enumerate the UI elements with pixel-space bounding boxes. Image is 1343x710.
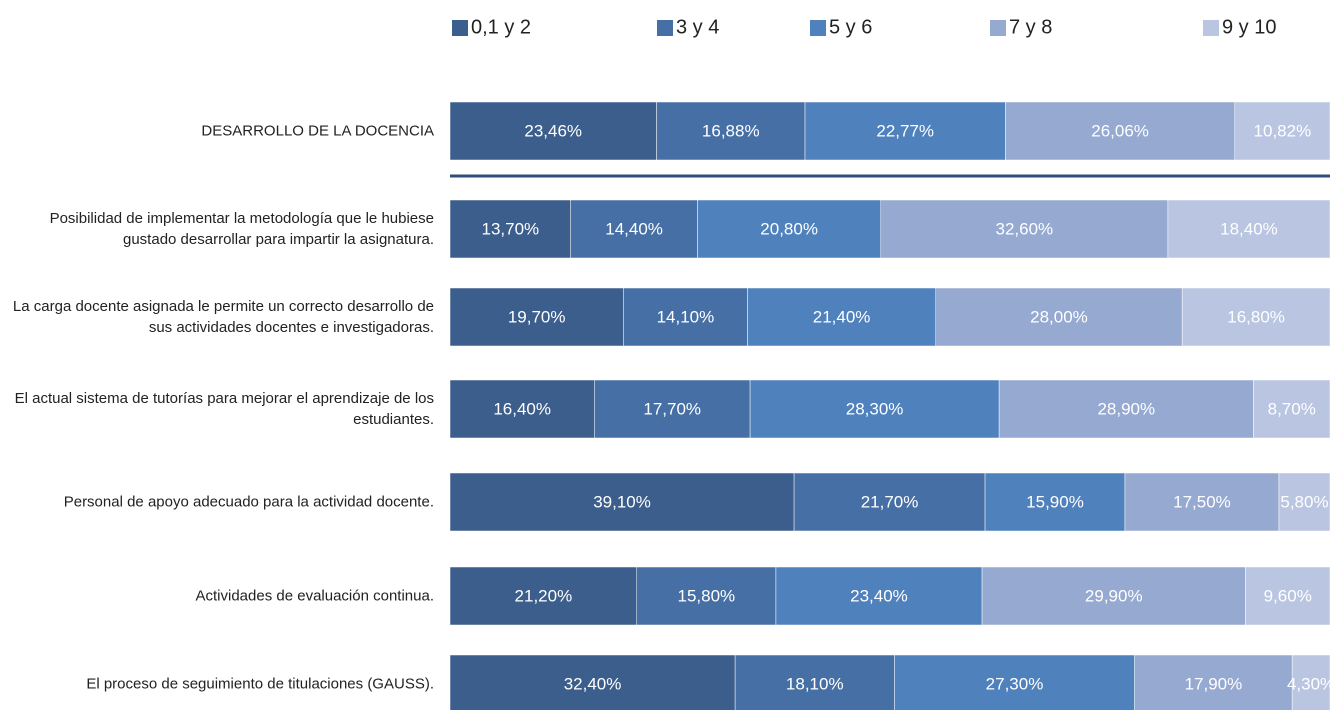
data-label: 8,70% (1268, 399, 1316, 418)
data-label: 28,30% (846, 399, 904, 418)
category-label: La carga docente asignada le permite un … (12, 298, 434, 336)
bar-segment (449, 566, 637, 626)
category-label: El proceso de seguimiento de titulacione… (86, 675, 434, 693)
data-label: 13,70% (482, 219, 540, 238)
bar-segment (449, 101, 657, 161)
data-label: 28,90% (1097, 399, 1155, 418)
data-label: 19,70% (508, 307, 566, 326)
legend-swatch (990, 20, 1006, 36)
data-label: 22,77% (876, 121, 934, 140)
data-label: 14,10% (657, 307, 715, 326)
legend-swatch (452, 20, 468, 36)
bar-segment (1167, 199, 1331, 259)
bar-segment (623, 287, 748, 347)
data-label: 18,10% (786, 674, 844, 693)
bar-segment (880, 199, 1169, 259)
data-label: 17,90% (1185, 674, 1243, 693)
legend-label: 9 y 10 (1222, 16, 1276, 38)
data-label: 14,40% (605, 219, 663, 238)
data-label: 16,80% (1227, 307, 1285, 326)
bar-segment (1005, 101, 1236, 161)
bar-segment (570, 199, 698, 259)
legend-label: 0,1 y 2 (471, 16, 531, 38)
bar-segment (1181, 287, 1331, 347)
data-label: 28,00% (1030, 307, 1088, 326)
data-label: 10,82% (1254, 121, 1312, 140)
data-label: 21,40% (813, 307, 871, 326)
bar-segment (981, 566, 1246, 626)
data-label: 16,88% (702, 121, 760, 140)
bar-segment (636, 566, 777, 626)
data-label: 23,46% (524, 121, 582, 140)
data-label: 32,40% (564, 674, 622, 693)
bar-segment (1124, 472, 1280, 532)
data-label: 20,80% (760, 219, 818, 238)
bar-segment (747, 287, 937, 347)
bar-segment (656, 101, 806, 161)
bar-segment (1245, 566, 1331, 626)
data-label: 9,60% (1264, 586, 1312, 605)
bar-segment (1278, 472, 1331, 532)
data-label: 17,70% (643, 399, 701, 418)
data-label: 4,30% (1287, 674, 1335, 693)
bar-segment (449, 379, 595, 439)
bar-segment (804, 101, 1006, 161)
bar-segment (1134, 654, 1293, 710)
category-label: El actual sistema de tutorías para mejor… (14, 390, 434, 428)
legend-label: 7 y 8 (1009, 16, 1052, 38)
bar-segment (449, 199, 571, 259)
category-label: DESARROLLO DE LA DOCENCIA (201, 122, 434, 140)
data-label: 21,70% (861, 492, 919, 511)
legend-label: 3 y 4 (676, 16, 719, 38)
bar-segment (775, 566, 983, 626)
bar-segment (449, 472, 795, 532)
bar-segment (734, 654, 895, 710)
bar-segment (697, 199, 882, 259)
bar-segment (594, 379, 751, 439)
data-label: 18,40% (1220, 219, 1278, 238)
data-label: 17,50% (1173, 492, 1231, 511)
data-label: 39,10% (593, 492, 651, 511)
data-label: 15,90% (1026, 492, 1084, 511)
bar-segment (984, 472, 1126, 532)
category-label: Actividades de evaluación continua. (195, 587, 435, 605)
bar-segment (1234, 101, 1331, 161)
bar-segment (935, 287, 1183, 347)
bar-segment (449, 287, 624, 347)
data-label: 27,30% (986, 674, 1044, 693)
bar-segment (449, 654, 736, 710)
bar-segment (1291, 654, 1331, 710)
data-label: 15,80% (678, 586, 736, 605)
bar-segment (793, 472, 986, 532)
data-label: 26,06% (1091, 121, 1149, 140)
data-label: 29,90% (1085, 586, 1143, 605)
category-label: Posibilidad de implementar la metodologí… (49, 210, 434, 248)
category-label: Personal de apoyo adecuado para la activ… (63, 493, 434, 511)
bar-segment (894, 654, 1135, 710)
data-label: 32,60% (995, 219, 1053, 238)
data-label: 21,20% (515, 586, 573, 605)
data-label: 5,80% (1280, 492, 1328, 511)
legend-swatch (810, 20, 826, 36)
bar-segment (1253, 379, 1331, 439)
legend-label: 5 y 6 (829, 16, 872, 38)
legend-swatch (1203, 20, 1219, 36)
legend-swatch (657, 20, 673, 36)
data-label: 16,40% (493, 399, 551, 418)
data-label: 23,40% (850, 586, 908, 605)
